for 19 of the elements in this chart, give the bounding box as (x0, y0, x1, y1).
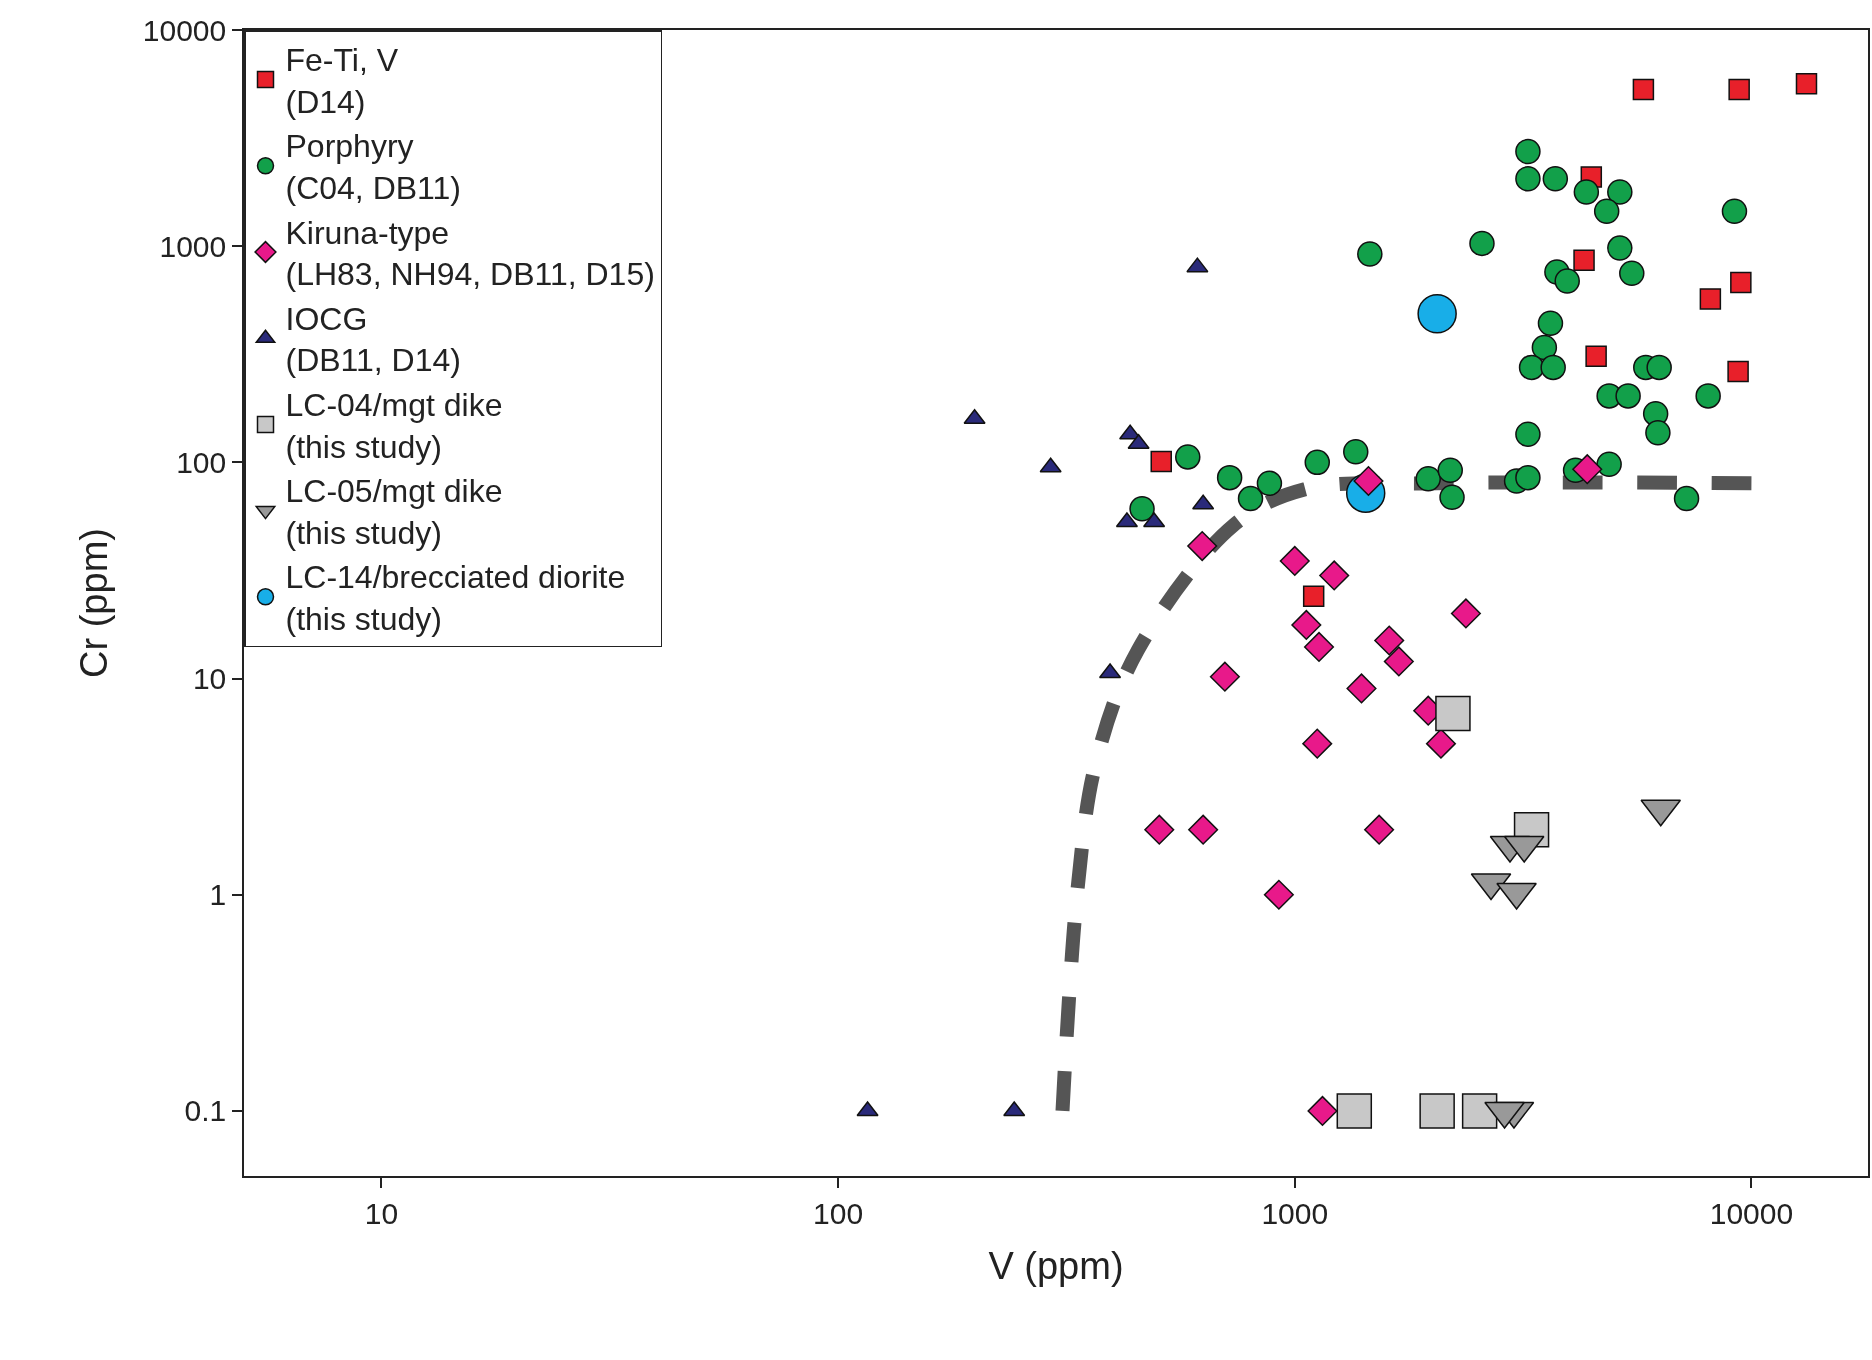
x-axis-title: V (ppm) (988, 1245, 1124, 1288)
legend-label: Fe-Ti, V (D14) (285, 42, 399, 120)
y-tick-label: 1 (209, 878, 227, 912)
legend-label: IOCG (DB11, D14) (285, 300, 461, 379)
y-axis-title: Cr (ppm) (72, 528, 115, 678)
y-tick-label: 10 (192, 662, 227, 696)
y-tick-label: 100 (176, 445, 227, 479)
legend-label: Porphyry (C04, DB11) (285, 128, 461, 207)
legend-label: LC-04/mgt dike (this study) (285, 387, 503, 465)
legend-label: LC-14/brecciated diorite (this study) (285, 559, 626, 638)
legend-label: Kiruna-type (LH83, NH94, DB11, D15) (285, 214, 655, 293)
x-tick-label: 1000 (1261, 1196, 1329, 1230)
y-tick-label: 0.1 (184, 1094, 227, 1128)
y-tick-label: 1000 (159, 229, 227, 263)
legend-label: LC-05/mgt dike (this study) (285, 473, 503, 551)
x-tick-label: 100 (813, 1196, 864, 1230)
y-tick-label: 10000 (142, 13, 227, 47)
x-tick-label: 10000 (1709, 1196, 1794, 1230)
x-tick-label: 10 (364, 1196, 399, 1230)
